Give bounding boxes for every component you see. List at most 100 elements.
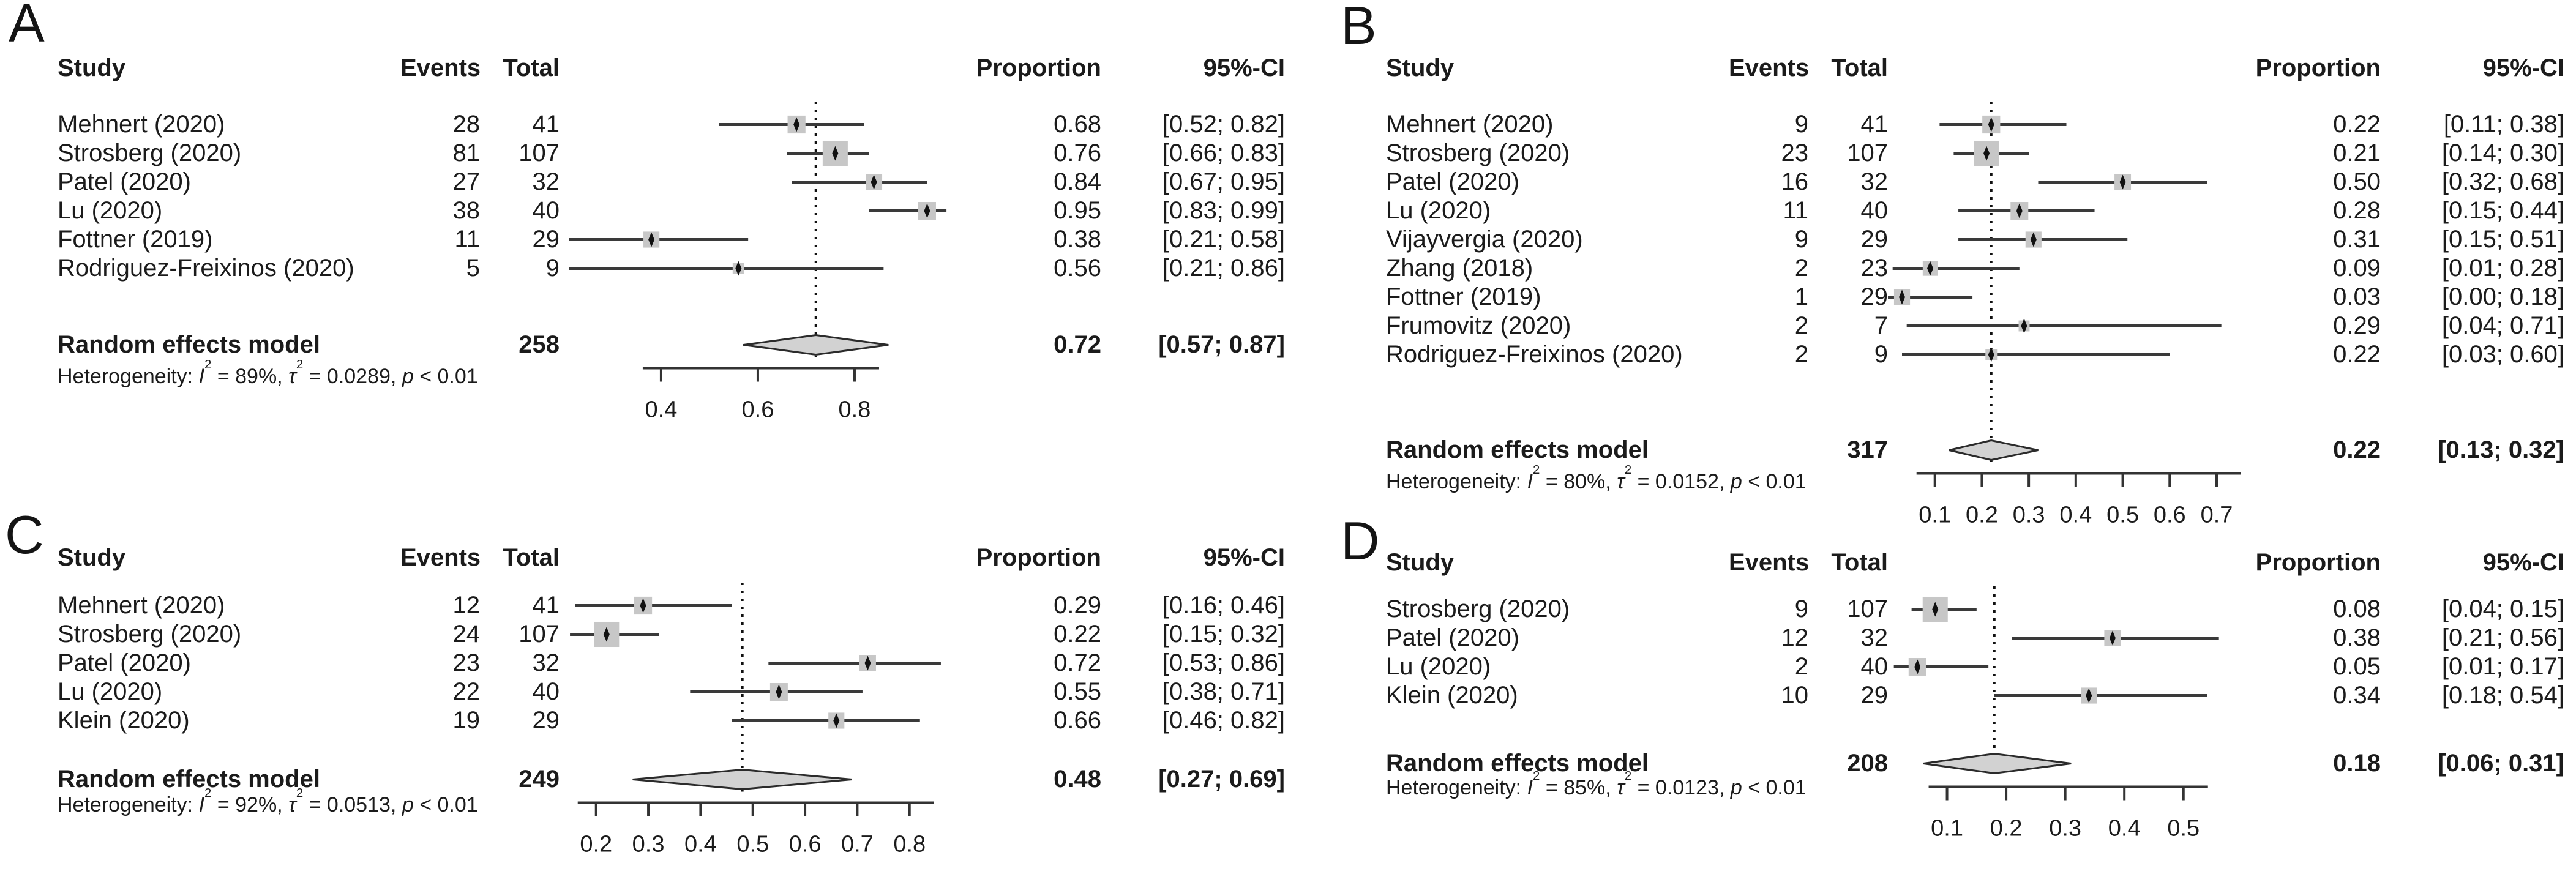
events-value: 16: [1781, 168, 1809, 195]
heterogeneity-note: Heterogeneity: I2 = 80%, τ2 = 0.0152, p …: [1325, 463, 2576, 494]
events-value: 24: [452, 621, 481, 648]
study-name: Mehnert (2020): [58, 592, 225, 619]
proportion-value: 0.34: [2333, 682, 2381, 709]
total-value: 40: [1860, 653, 1889, 680]
het-tau-sup: 2: [1624, 463, 1632, 477]
het-i2-value: 85%: [1563, 776, 1606, 799]
het-sep1: ,: [1605, 776, 1617, 799]
het-p-symbol: p: [1730, 776, 1742, 799]
random-effects-row: Random effects model 249 0.48 [0.27; 0.6…: [18, 765, 1288, 794]
study-name: Mehnert (2020): [58, 111, 225, 138]
axis-tick-label: 0.4: [684, 832, 717, 857]
study-rows: Mehnert (2020) 12 41 0.29 [0.16; 0.46] Strosb…: [18, 591, 1288, 735]
het-sep1: ,: [277, 365, 289, 388]
study-name: Patel (2020): [1386, 624, 1519, 651]
het-prefix: Heterogeneity:: [58, 793, 199, 816]
het-sep2: ,: [1718, 470, 1731, 493]
het-tau2-value: 0.0289: [326, 365, 391, 388]
study-name: Lu (2020): [1386, 653, 1491, 680]
het-eq1: =: [211, 793, 236, 816]
events-value: 38: [452, 197, 481, 224]
re-label: Random effects model: [1386, 750, 1649, 777]
total-value: 29: [1860, 226, 1889, 253]
column-headers: Study Events Total Proportion 95%-CI: [18, 54, 1288, 83]
het-tau-symbol: τ: [1617, 776, 1625, 799]
re-ci: [0.13; 0.32]: [2438, 436, 2564, 463]
total-value: 40: [532, 678, 560, 705]
study-name: Klein (2020): [1386, 682, 1518, 709]
axis-tick-label: 0.1: [1931, 816, 1963, 842]
axis-tick-label: 0.2: [1990, 816, 2023, 842]
ci-value: [0.14; 0.30]: [2441, 140, 2564, 166]
study-name: Mehnert (2020): [1386, 111, 1554, 138]
het-p-value: < 0.01: [413, 793, 478, 816]
events-value: 2: [1794, 341, 1808, 368]
study-row: Strosberg (2020) 24 107 0.22 [0.15; 0.32]: [18, 620, 1288, 649]
het-tau2-value: 0.0123: [1655, 776, 1719, 799]
total-value: 40: [1860, 197, 1889, 224]
re-total: 258: [519, 331, 560, 358]
re-total: 249: [519, 766, 560, 793]
study-row: Strosberg (2020) 9 107 0.08 [0.04; 0.15]: [1325, 595, 2576, 624]
events-value: 27: [452, 168, 481, 195]
re-label: Random effects model: [58, 331, 320, 358]
het-eq2: =: [303, 793, 327, 816]
header-study: Study: [58, 544, 126, 571]
het-eq1: =: [211, 365, 236, 388]
events-value: 11: [1783, 197, 1808, 224]
het-i-sup: 2: [204, 786, 212, 801]
study-row: Klein (2020) 19 29 0.66 [0.46; 0.82]: [18, 706, 1288, 735]
study-row: Patel (2020) 16 32 0.50 [0.32; 0.68]: [1325, 168, 2576, 196]
het-eq2: =: [1631, 470, 1655, 493]
proportion-value: 0.66: [1054, 707, 1101, 734]
ci-value: [0.04; 0.15]: [2441, 596, 2564, 622]
het-eq1: =: [1540, 470, 1564, 493]
events-value: 12: [452, 592, 481, 619]
study-rows: Strosberg (2020) 9 107 0.08 [0.04; 0.15] Pate…: [1325, 595, 2576, 710]
proportion-value: 0.29: [2333, 312, 2381, 339]
proportion-value: 0.31: [2333, 226, 2381, 253]
study-name: Fottner (2019): [1386, 283, 1541, 310]
ci-value: [0.01; 0.28]: [2441, 255, 2564, 282]
panel-d: D Study Events Total Proportion 95%-CI S…: [1325, 513, 2576, 874]
study-name: Patel (2020): [58, 649, 191, 676]
panel-a: A Study Events Total Proportion 95%-CI M…: [9, 0, 1288, 545]
study-row: Strosberg (2020) 81 107 0.76 [0.66; 0.83]: [18, 139, 1288, 168]
het-p-symbol: p: [402, 365, 414, 388]
heterogeneity-note: Heterogeneity: I2 = 92%, τ2 = 0.0513, p …: [18, 786, 1288, 817]
het-tau-symbol: τ: [288, 365, 296, 388]
panel-b: B Study Events Total Proportion 95%-CI M…: [1325, 0, 2576, 545]
ci-value: [0.52; 0.82]: [1162, 111, 1285, 138]
het-p-value: < 0.01: [413, 365, 478, 388]
re-proportion: 0.18: [2333, 750, 2381, 777]
study-row: Lu (2020) 11 40 0.28 [0.15; 0.44]: [1325, 196, 2576, 225]
het-eq1: =: [1540, 776, 1564, 799]
panel-c: C Study Events Total Proportion 95%-CI M…: [5, 508, 1288, 874]
total-value: 41: [532, 111, 560, 138]
re-proportion: 0.22: [2333, 436, 2381, 463]
header-ci: 95%-CI: [1203, 54, 1285, 81]
study-rows: Mehnert (2020) 28 41 0.68 [0.52; 0.82] Strosb…: [18, 110, 1288, 283]
proportion-value: 0.22: [2333, 111, 2381, 138]
total-value: 32: [1860, 624, 1889, 651]
het-tau-symbol: τ: [288, 793, 296, 816]
proportion-value: 0.38: [1054, 226, 1101, 253]
study-row: Frumovitz (2020) 2 7 0.29 [0.04; 0.71]: [1325, 312, 2576, 340]
header-ci: 95%-CI: [2482, 54, 2564, 81]
heterogeneity-note: Heterogeneity: I2 = 85%, τ2 = 0.0123, p …: [1325, 769, 2576, 800]
ci-value: [0.15; 0.44]: [2441, 197, 2564, 224]
header-events: Events: [1729, 54, 1810, 81]
header-total: Total: [503, 544, 560, 571]
random-effects-row: Random effects model 317 0.22 [0.13; 0.3…: [1325, 436, 2576, 465]
het-sep2: ,: [390, 793, 402, 816]
re-total: 317: [1847, 436, 1888, 463]
het-eq2: =: [1631, 776, 1655, 799]
proportion-value: 0.50: [2333, 168, 2381, 195]
het-p-symbol: p: [1730, 470, 1742, 493]
study-name: Rodriguez-Freixinos (2020): [58, 255, 354, 282]
study-rows: Mehnert (2020) 9 41 0.22 [0.11; 0.38] Strosbe…: [1325, 110, 2576, 369]
het-tau-sup: 2: [296, 358, 304, 372]
study-name: Klein (2020): [58, 707, 190, 734]
het-sep1: ,: [277, 793, 289, 816]
re-ci: [0.27; 0.69]: [1158, 766, 1285, 793]
